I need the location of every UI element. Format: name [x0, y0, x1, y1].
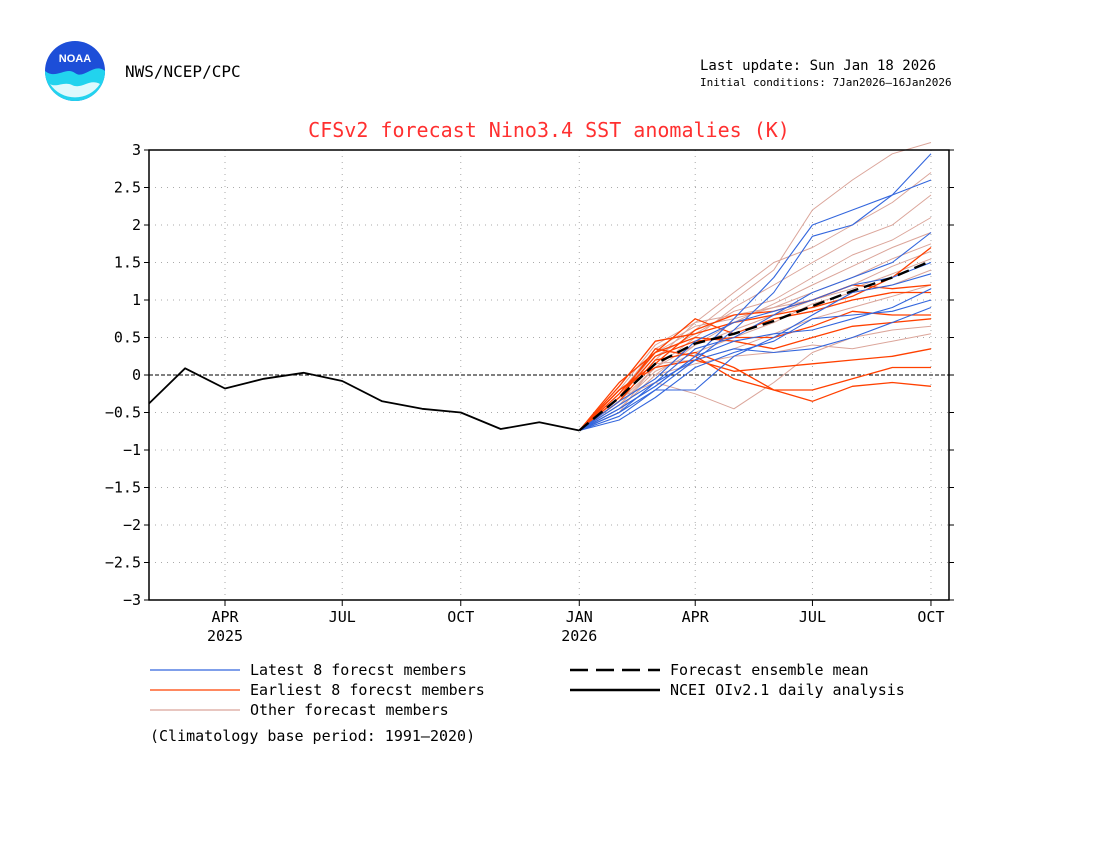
x-tick-label: JUL — [329, 608, 356, 626]
x-tick-label: APR — [682, 608, 710, 626]
series-earliest-member — [578, 348, 932, 431]
series-latest-member — [579, 153, 932, 432]
series-ensemble-mean — [578, 259, 932, 432]
y-tick-label: −0.5 — [105, 404, 141, 422]
y-tick-label: −2 — [123, 516, 141, 534]
chart-title: CFSv2 forecast Nino3.4 SST anomalies (K) — [308, 118, 790, 142]
legend-label-other: Other forecast members — [250, 701, 449, 719]
chart-grid — [149, 150, 949, 600]
series-other-member — [579, 194, 932, 431]
series-latest-member — [579, 299, 932, 432]
legend-label-earliest: Earliest 8 forecst members — [250, 681, 485, 699]
series-other-member — [579, 284, 932, 431]
y-tick-label: 1 — [132, 291, 141, 309]
organization-label: NWS/NCEP/CPC — [125, 62, 241, 81]
x-tick-label: OCT — [447, 608, 474, 626]
series-analysis — [148, 367, 580, 432]
legend-label-mean: Forecast ensemble mean — [670, 661, 869, 679]
x-tick-year-label: 2026 — [561, 627, 597, 645]
noaa-logo-text: NOAA — [59, 53, 91, 65]
y-tick-label: 1.5 — [114, 254, 141, 272]
legend-label-analysis: NCEI OIv2.1 daily analysis — [670, 681, 905, 699]
series-other-member — [578, 142, 932, 431]
series-latest-member — [578, 261, 932, 431]
y-tick-label: 2 — [132, 216, 141, 234]
legend-label-latest: Latest 8 forecst members — [250, 661, 467, 679]
series-earliest-member — [578, 246, 932, 431]
series-earliest-member — [578, 348, 932, 432]
y-tick-label: −1.5 — [105, 479, 141, 497]
y-tick-label: −2.5 — [105, 554, 141, 572]
last-update: Last update: Sun Jan 18 2026 — [700, 58, 937, 74]
y-tick-label: 0 — [132, 366, 141, 384]
initial-conditions: Initial conditions: 7Jan2026–16Jan2026 — [700, 76, 952, 89]
x-tick-label: JUL — [799, 608, 826, 626]
y-tick-label: 3 — [132, 141, 141, 159]
y-tick-label: 2.5 — [114, 179, 141, 197]
noaa-logo: NOAA — [44, 40, 106, 102]
y-tick-label: −3 — [123, 591, 141, 609]
series-other-member — [579, 333, 932, 431]
x-tick-label: JAN — [566, 608, 593, 626]
chart-axes: −3−2.5−2−1.5−1−0.500.511.522.53APR2025JU… — [105, 141, 954, 645]
noaa-logo-icon: NOAA — [45, 41, 105, 101]
x-tick-label: OCT — [917, 608, 944, 626]
series-latest-member — [579, 306, 932, 432]
chart-legend: Latest 8 forecst members Earliest 8 forec… — [150, 661, 905, 719]
y-tick-label: 0.5 — [114, 329, 141, 347]
chart-series — [148, 142, 932, 432]
x-tick-label: APR — [211, 608, 239, 626]
y-tick-label: −1 — [123, 441, 141, 459]
climatology-note: (Climatology base period: 1991–2020) — [150, 727, 475, 745]
x-tick-year-label: 2025 — [207, 627, 243, 645]
